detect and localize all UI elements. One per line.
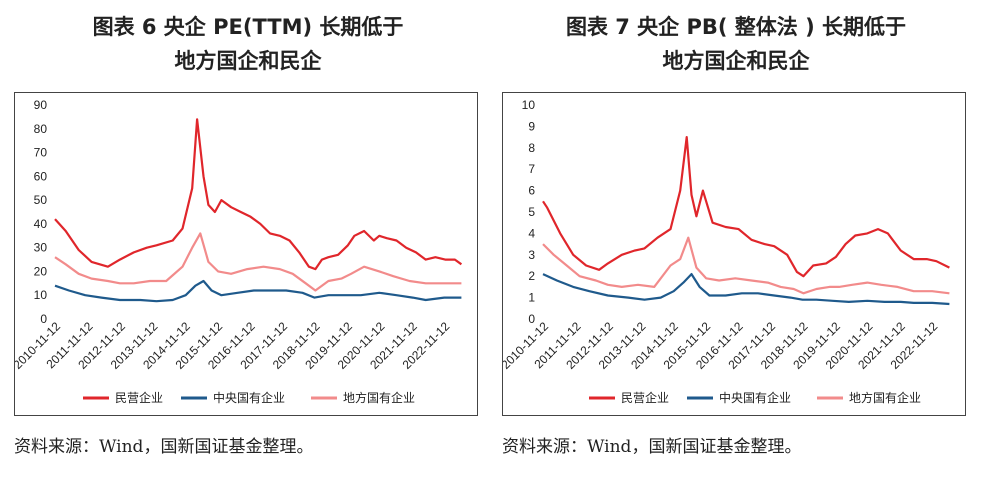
legend-label: 民营企业 bbox=[621, 390, 669, 405]
y-tick-label: 0 bbox=[40, 312, 47, 326]
y-tick-label: 9 bbox=[528, 119, 535, 133]
y-tick-label: 20 bbox=[34, 264, 48, 278]
series-line-2 bbox=[542, 236, 950, 295]
chart-frame: 0 1 2 3 4 5 6 7 8 9 10 2010-11-12 2011-11-12 2012-11-… bbox=[502, 92, 966, 416]
legend-label: 地方国有企业 bbox=[849, 390, 921, 405]
pb-line-chart: 0123456789102010-11-122011-11-122012-11-… bbox=[503, 98, 950, 405]
legend-label: 中央国有企业 bbox=[213, 390, 285, 405]
chart-panel-pe: 图表 6 央企 PE(TTM) 长期低于 地方国企和民企 0 10 20 30 40 50… bbox=[8, 0, 488, 478]
y-tick-label: 50 bbox=[34, 193, 48, 207]
pe-line-chart: 01020304050607080902010-11-122011-11-122… bbox=[15, 98, 463, 405]
y-tick-label: 5 bbox=[528, 205, 535, 219]
source-note: 资料来源：Wind，国新国证基金整理。 bbox=[502, 437, 802, 457]
y-tick-label: 2 bbox=[528, 269, 535, 283]
legend-label: 地方国有企业 bbox=[343, 390, 415, 405]
y-tick-label: 1 bbox=[528, 291, 535, 305]
y-tick-label: 40 bbox=[34, 217, 48, 231]
chart-title-line2: 地方国企和民企 bbox=[174, 49, 322, 73]
chart-panel-pb: 图表 7 央企 PB( 整体法 ) 长期低于 地方国企和民企 0 1 2 3 4 5 6 7 8… bbox=[496, 0, 976, 478]
y-tick-label: 60 bbox=[34, 169, 48, 183]
chart-title-line2: 地方国企和民企 bbox=[662, 49, 810, 73]
series-line-1 bbox=[54, 279, 462, 303]
y-tick-label: 70 bbox=[34, 146, 48, 160]
source-note: 资料来源：Wind，国新国证基金整理。 bbox=[14, 437, 314, 457]
y-tick-label: 4 bbox=[528, 226, 535, 240]
y-tick-label: 10 bbox=[34, 288, 48, 302]
series-line-0 bbox=[542, 136, 950, 278]
y-tick-label: 80 bbox=[34, 122, 48, 136]
chart-title-line1: 图表 7 央企 PB( 整体法 ) 长期低于 bbox=[565, 15, 907, 39]
chart-title-line1: 图表 6 央企 PE(TTM) 长期低于 bbox=[92, 15, 404, 39]
series-line-1 bbox=[542, 273, 950, 306]
y-tick-label: 7 bbox=[528, 162, 535, 176]
legend-label: 中央国有企业 bbox=[719, 390, 791, 405]
y-tick-label: 0 bbox=[528, 312, 535, 326]
y-tick-label: 6 bbox=[528, 184, 535, 198]
series-line-0 bbox=[54, 118, 463, 271]
y-tick-label: 10 bbox=[522, 98, 536, 112]
legend-label: 民营企业 bbox=[115, 390, 163, 405]
y-tick-label: 3 bbox=[528, 248, 535, 262]
y-tick-label: 90 bbox=[34, 98, 48, 112]
chart-frame: 0 10 20 30 40 50 60 70 80 90 2010-11-12 2011-11-12 2… bbox=[14, 92, 478, 416]
series-line-2 bbox=[54, 232, 462, 292]
y-tick-label: 8 bbox=[528, 141, 535, 155]
y-tick-label: 30 bbox=[34, 241, 48, 255]
